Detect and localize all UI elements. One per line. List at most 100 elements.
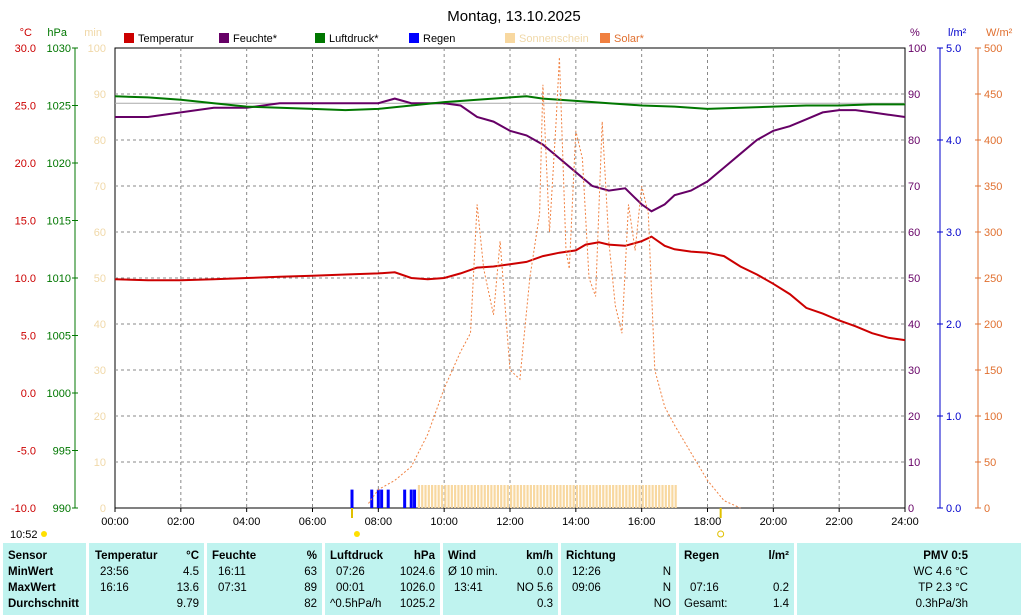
stats-col-temperature: Temperatur °C 23:56 4.5 16:16 13.6 9.79 — [89, 543, 204, 615]
legend-swatch — [124, 33, 134, 43]
sunshine_min-tick-label: 40 — [94, 319, 106, 331]
stats-col-sensor: Sensor MinWert MaxWert Durchschnitt — [3, 543, 86, 615]
sunshine-bar — [644, 485, 648, 508]
sunshine-bar — [575, 485, 579, 508]
sunshine-bar — [638, 485, 641, 508]
pressure-min: 1024.6 — [399, 566, 435, 578]
rain-tick-label: 3.0 — [946, 227, 961, 239]
solar-tick-label: 200 — [984, 319, 1002, 331]
rain-bar — [413, 489, 417, 508]
sunshine-bar — [500, 485, 503, 508]
temperature-header: Temperatur — [95, 550, 158, 562]
sunshine-bar — [473, 485, 476, 508]
sunshine-bar — [470, 485, 473, 508]
sunshine-bar — [668, 485, 671, 508]
humidity-tick-label: 50 — [908, 273, 920, 285]
legend-label: Solar* — [614, 33, 645, 45]
temperature-unit-label: °C — [20, 27, 32, 39]
sunshine-bar — [556, 485, 559, 508]
humidity-avg: 82 — [304, 598, 317, 610]
solar-tick-label: 50 — [984, 457, 996, 469]
series-lines — [114, 57, 906, 509]
humidity-max-time: 07:31 — [218, 582, 247, 594]
sunshine-bar — [595, 485, 598, 508]
solar-tick-label: 450 — [984, 89, 1002, 101]
rain-header: Regen — [684, 550, 720, 562]
rain-bar — [380, 489, 384, 508]
sunshine-bar — [651, 485, 654, 508]
sunshine-bar — [486, 485, 490, 508]
solar-tick-label: 350 — [984, 181, 1002, 193]
sunshine-bar — [641, 485, 644, 508]
sunshine-bar — [552, 485, 555, 508]
sunshine-bar — [490, 485, 493, 508]
x-tick-label: 00:00 — [101, 516, 129, 528]
sunshine-bar — [546, 485, 549, 508]
sunshine-bar — [562, 485, 565, 508]
pressure-trend: ^0.5hPa/h — [330, 598, 382, 610]
temperature-unit: °C — [186, 550, 199, 562]
sunshine-bar — [503, 485, 506, 508]
temperature-tick-label: 10.0 — [15, 273, 36, 285]
sunshine-bar — [631, 485, 634, 508]
sunshine-bar — [510, 485, 513, 508]
temperature-tick-label: 15.0 — [15, 216, 36, 228]
sunshine-bar — [450, 485, 453, 508]
wind-row1-value: 0.0 — [537, 566, 553, 578]
sunshine-bar — [421, 485, 424, 508]
pressure-tick-label: 1005 — [47, 331, 71, 343]
temperature-tick-label: 20.0 — [15, 158, 36, 170]
humidity-tick-label: 20 — [908, 411, 920, 423]
rain-unit-label: l/m² — [948, 27, 967, 39]
sunshine-bar — [592, 485, 595, 508]
series-line-solar — [368, 57, 741, 509]
temperature-min-time: 23:56 — [100, 566, 129, 578]
sunshine-bar — [664, 485, 667, 508]
sunshine_min-tick-label: 20 — [94, 411, 106, 423]
sunshine-bar — [529, 485, 532, 508]
sunshine-bar — [467, 485, 470, 508]
rain-bar — [409, 489, 413, 508]
sunshine-bar — [674, 485, 677, 508]
humidity-min-time: 16:11 — [218, 566, 246, 578]
sunshine-bar — [460, 485, 463, 508]
sunshine_min-tick-label: 70 — [94, 181, 106, 193]
wind-unit: km/h — [526, 550, 553, 562]
sunshine-bar — [658, 485, 661, 508]
legend-label: Sonnenschein — [519, 33, 589, 45]
sunshine-bar — [621, 485, 625, 508]
rain-total: 1.4 — [773, 598, 789, 610]
sunshine-bar — [506, 485, 509, 508]
sunshine-bar — [437, 485, 440, 508]
rain-total-label: Gesamt: — [684, 598, 728, 610]
sunshine_min-tick-label: 60 — [94, 227, 106, 239]
humidity-tick-label: 70 — [908, 181, 920, 193]
sunshine-bar — [440, 485, 444, 508]
humidity-tick-label: 60 — [908, 227, 920, 239]
humidity-header: Feuchte — [212, 550, 257, 562]
pmv-wc: WC 4.6 °C — [913, 566, 968, 578]
rain-max-time: 07:16 — [690, 582, 719, 594]
wind-row2-time: 13:41 — [454, 582, 483, 594]
weather-chart: 00:00 02:00 04:00 06:00 08:00 10:00 12:00 14:00… — [10, 8, 1013, 541]
sunshine_min-tick-label: 80 — [94, 135, 106, 147]
legend: Temperatur Feuchte* Luftdruck* Regen Sonnens… — [124, 33, 645, 45]
sunshine-bar — [628, 485, 631, 508]
row-label-min: MinWert — [8, 566, 54, 578]
x-tick-label: 20:00 — [760, 516, 788, 528]
temperature-tick-label: 5.0 — [21, 331, 36, 343]
humidity-tick-label: 100 — [908, 43, 926, 55]
x-tick-label: 12:00 — [496, 516, 524, 528]
x-tick-label: 24:00 — [891, 516, 919, 528]
pressure-tick-label: 1030 — [47, 43, 71, 55]
solar-tick-label: 500 — [984, 43, 1002, 55]
x-tick-label: 18:00 — [694, 516, 722, 528]
pressure-tick-label: 995 — [53, 446, 71, 458]
sunshine-bar — [457, 485, 460, 508]
pressure-tick-label: 1025 — [47, 101, 71, 113]
sunshine_min-tick-label: 100 — [88, 43, 106, 55]
pressure-tick-label: 1010 — [47, 273, 71, 285]
pmv-header: PMV 0:5 — [923, 550, 968, 562]
sunshine-bar — [519, 485, 523, 508]
humidity-max: 89 — [304, 582, 317, 594]
